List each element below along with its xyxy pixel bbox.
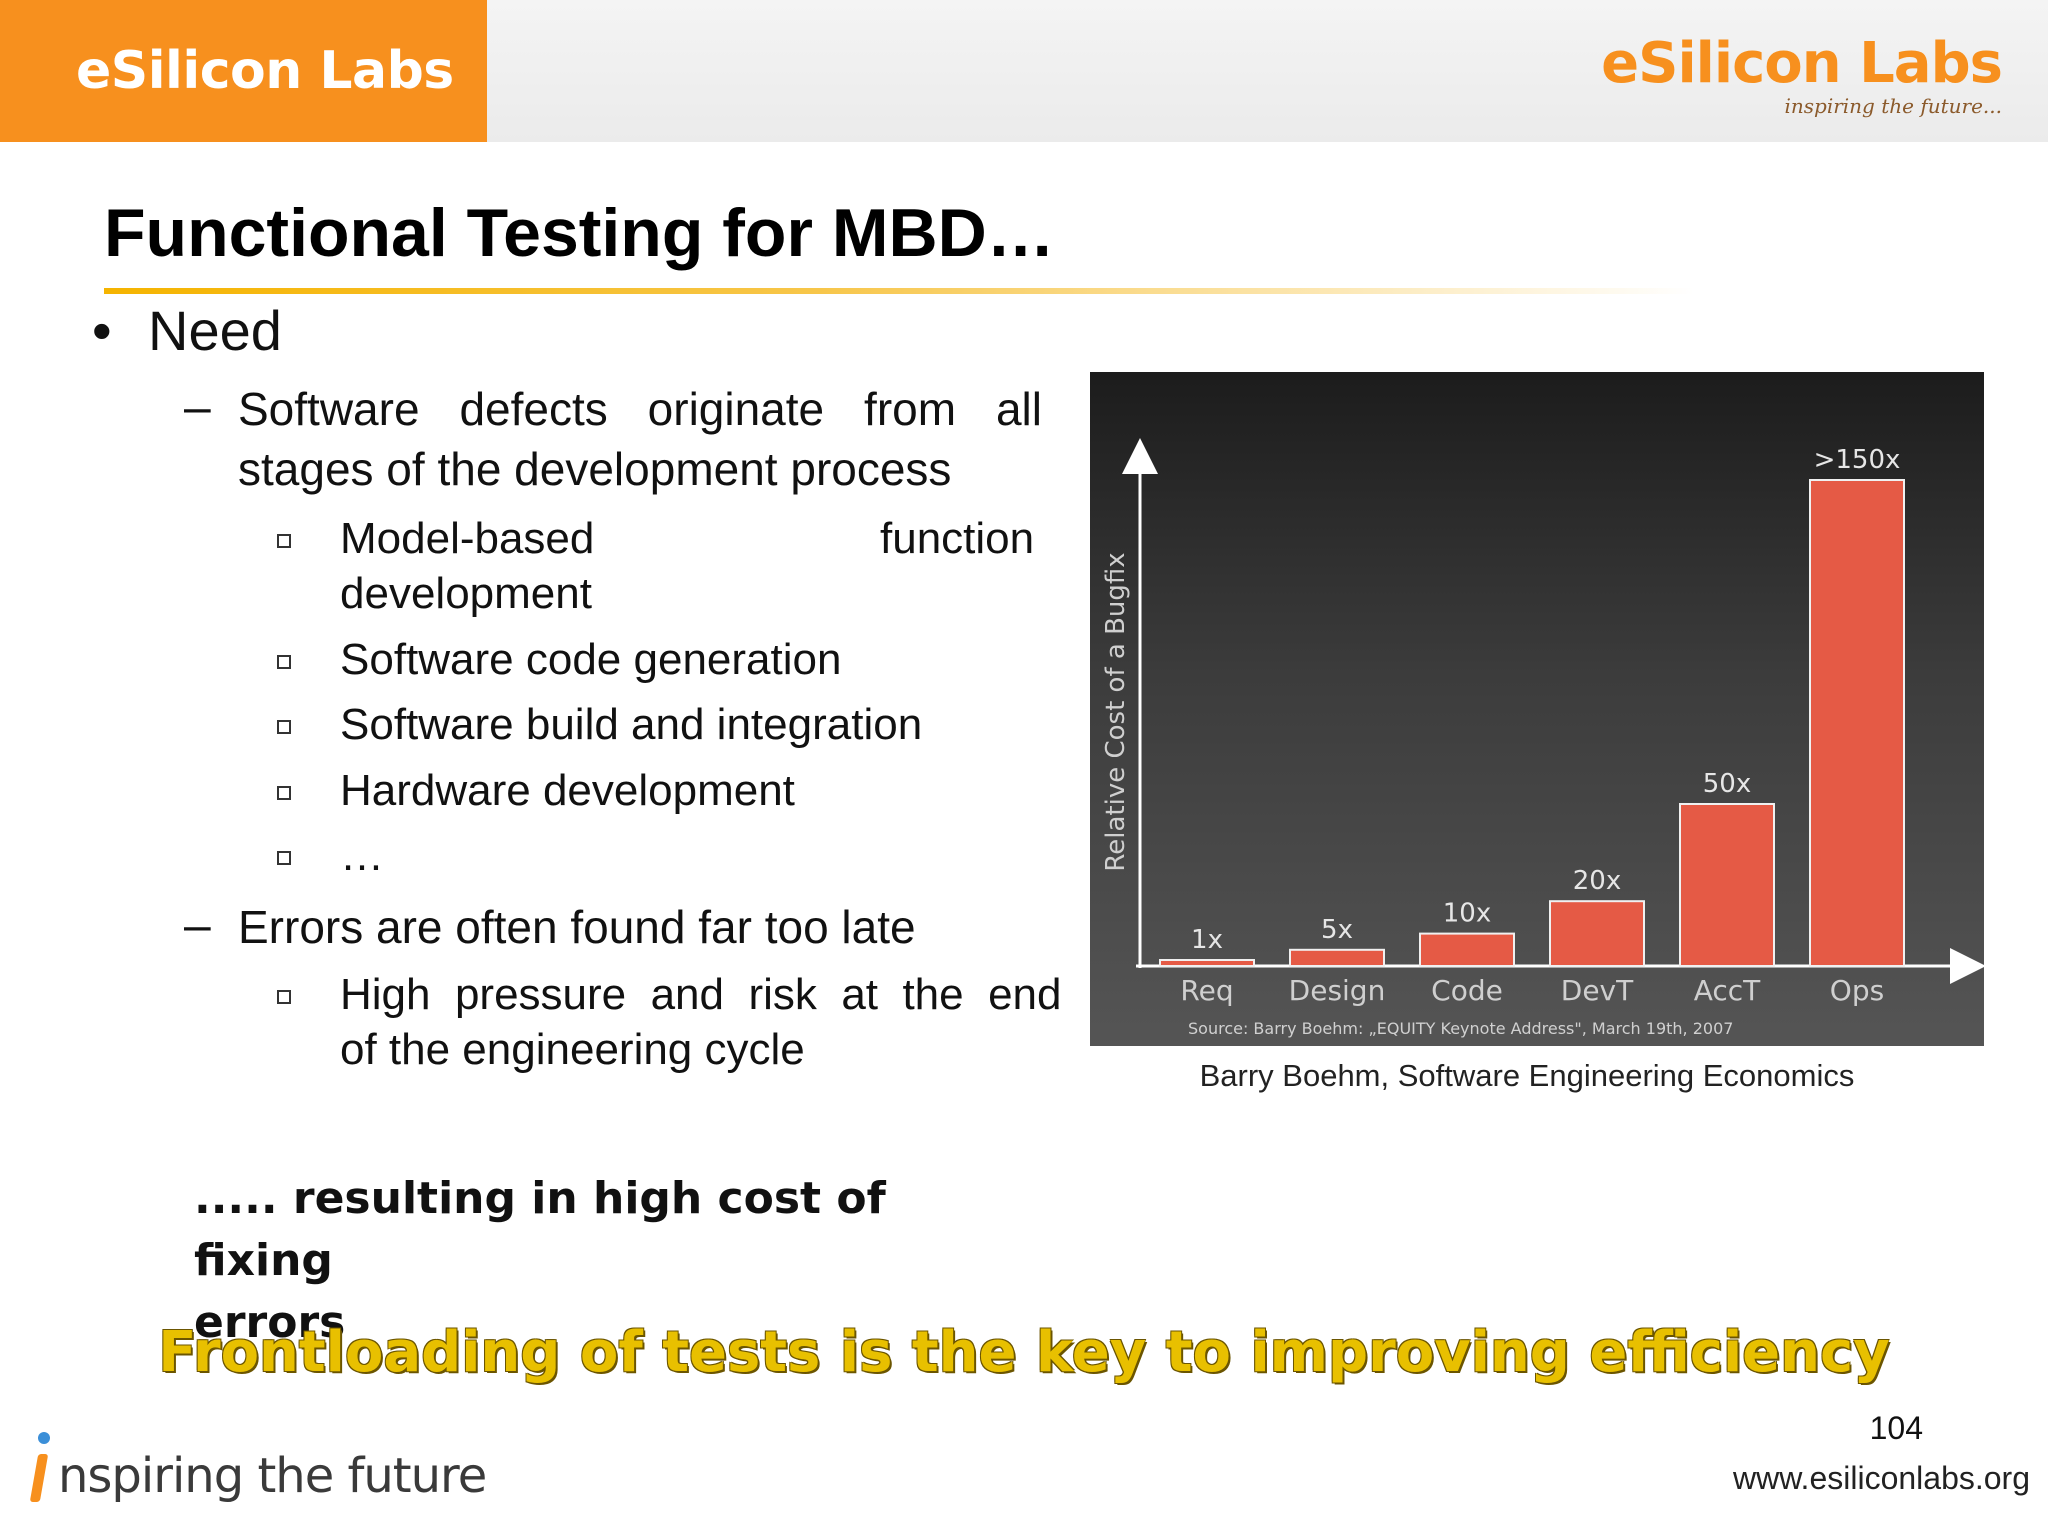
tick-label-ops: Ops [1830, 974, 1884, 1007]
bullet-defects-line2: stages of the development process [238, 443, 952, 495]
square-bullet [277, 655, 291, 669]
bar-design [1289, 948, 1385, 967]
dash-marker: – [184, 381, 211, 434]
item-model-based-function: function [880, 514, 1035, 563]
tick-label-devt: DevT [1561, 974, 1634, 1007]
data-label-req: 1x [1191, 925, 1223, 955]
bullet-dot: • [92, 299, 112, 362]
bar-req [1159, 959, 1255, 967]
tick-label-code: Code [1431, 974, 1503, 1007]
logo-tagline: inspiring the future... [1784, 94, 2002, 118]
brand-tab: eSilicon Labs [0, 0, 487, 142]
bar-ops [1809, 479, 1905, 967]
bars-layer: 1x Req 5x Design 10x Code 20x DevT 50x AccT >150x O… [1159, 445, 1905, 1007]
bar-devt [1549, 900, 1645, 968]
square-bullet [277, 534, 291, 548]
bugfix-cost-chart: Relative Cost of a Bugfix 1x Req 5x Design 1… [1090, 372, 1984, 1046]
bar-acct [1679, 803, 1775, 967]
item-pressure-line1: High pressure and risk at the end [340, 970, 1062, 1019]
data-label-code: 10x [1443, 899, 1491, 929]
item-model-based-development: development [340, 569, 592, 618]
data-label-acct: 50x [1703, 769, 1751, 799]
square-bullet [277, 720, 291, 734]
item-build-integration: Software build and integration [340, 700, 923, 749]
company-logo: eSilicon Labs inspiring the future... [1601, 31, 2003, 119]
data-label-ops: >150x [1814, 445, 1901, 475]
bullet-need: Need [148, 299, 282, 362]
chart-source: Source: Barry Boehm: „EQUITY Keynote Add… [1188, 1019, 1733, 1038]
brand-label: eSilicon Labs [76, 41, 454, 101]
square-bullet [277, 851, 291, 865]
item-ellipsis: … [340, 831, 384, 880]
data-label-design: 5x [1321, 915, 1353, 945]
y-axis-label: Relative Cost of a Bugfix [1101, 552, 1131, 871]
website-link: www.esiliconlabs.org [1732, 1460, 2030, 1496]
footer-i-icon [29, 1432, 54, 1504]
square-bullet [277, 990, 291, 1004]
page-number: 104 [1869, 1410, 1923, 1446]
footer-logo: nspiring the future [29, 1432, 487, 1504]
tick-label-req: Req [1180, 974, 1233, 1007]
footer-tagline: nspiring the future [58, 1448, 487, 1504]
dash-marker: – [184, 899, 211, 952]
tick-label-design: Design [1289, 974, 1386, 1007]
data-label-devt: 20x [1573, 866, 1621, 896]
result-statement: ..... resulting in high cost of fixing e… [194, 1168, 1014, 1354]
title-underline [104, 288, 1694, 294]
slide-title: Functional Testing for MBD… [104, 195, 1055, 271]
result-line2: errors [194, 1297, 346, 1348]
key-statement: Frontloading of tests is the key to impr… [158, 1320, 1890, 1385]
square-bullet [277, 786, 291, 800]
item-hardware: Hardware development [340, 766, 795, 815]
chart-canvas: Relative Cost of a Bugfix 1xReq5xDesign1… [1101, 438, 1984, 1038]
item-pressure-line2: of the engineering cycle [340, 1025, 805, 1074]
tick-label-acct: AccT [1694, 974, 1761, 1007]
bullet-errors-late: Errors are often found far too late [238, 901, 916, 953]
item-code-generation: Software code generation [340, 635, 842, 684]
bullet-defects-line1: Software defects originate from all [238, 383, 1042, 435]
item-model-based: Model-based [340, 514, 595, 563]
bar-code [1419, 932, 1515, 967]
logo-text: eSilicon Labs [1601, 31, 2003, 96]
chart-caption: Barry Boehm, Software Engineering Econom… [1199, 1058, 1855, 1093]
result-line1: ..... resulting in high cost of fixing [194, 1173, 886, 1286]
